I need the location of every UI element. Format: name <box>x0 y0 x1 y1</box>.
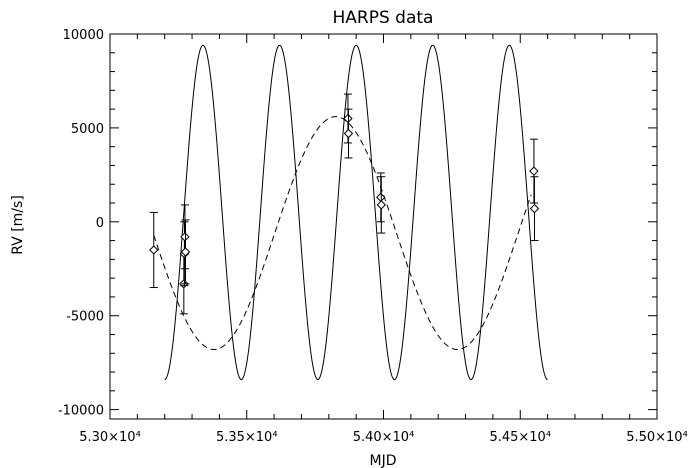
model-curve-solid <box>164 44 548 381</box>
data-point <box>376 200 387 210</box>
plot-border <box>109 33 658 420</box>
data-point <box>180 232 190 242</box>
x-tick-label: 5.30×10⁴ <box>79 430 141 445</box>
data-point <box>529 166 539 176</box>
y-tick-label: -10000 <box>58 404 104 419</box>
data-point <box>376 192 386 203</box>
data-point <box>343 113 353 124</box>
data-point <box>343 128 354 139</box>
y-tick-label: 10000 <box>63 28 104 43</box>
x-tick-label: 5.45×10⁴ <box>489 430 551 445</box>
y-tick-label: 0 <box>96 216 104 231</box>
x-axis-label: MJD <box>370 453 397 468</box>
chart-title: HARPS data <box>333 8 434 28</box>
model-curve-dashed <box>153 116 532 351</box>
data-points <box>149 93 540 315</box>
x-tick-label: 5.35×10⁴ <box>216 430 278 445</box>
data-point <box>529 203 540 214</box>
x-tick-label: 5.40×10⁴ <box>353 430 415 445</box>
x-tick-label: 5.50×10⁴ <box>626 430 688 445</box>
data-point <box>149 245 159 255</box>
y-tick-label: -5000 <box>66 310 104 325</box>
y-axis-label: RV [m/s] <box>10 195 26 255</box>
data-point <box>180 247 191 257</box>
plot-frame <box>109 33 658 420</box>
y-tick-label: 5000 <box>71 122 104 137</box>
model-curves <box>153 44 548 381</box>
axis-ticks: 5.30×10⁴ 5.35×10⁴ 5.40×10⁴ 5.45×10⁴ 5.50×10⁴… <box>58 28 688 445</box>
